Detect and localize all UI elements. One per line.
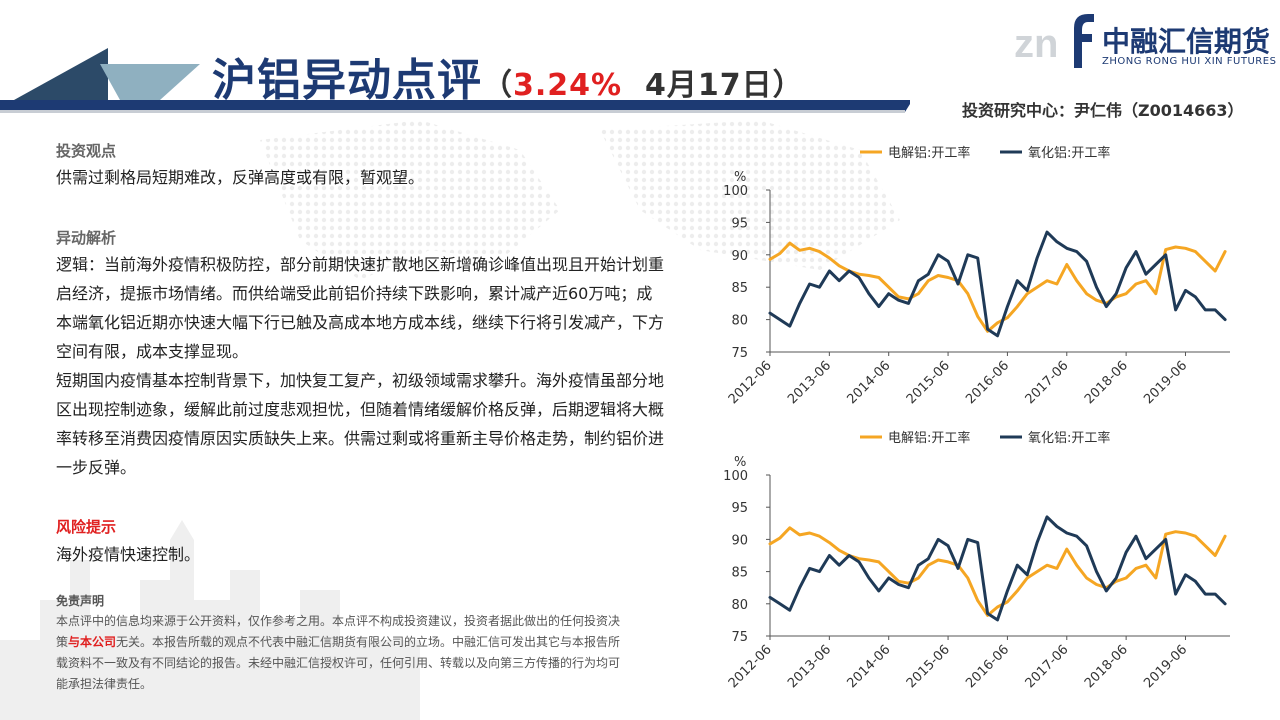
x-tick-label: 2014-06 [845,642,894,691]
title-change-pct: 3.24% [513,68,623,103]
y-axis-unit: % [734,455,746,470]
logo-name-cn: 中融汇信期货 [1102,25,1271,58]
view-heading: 投资观点 [56,142,117,160]
logo-zn-mark: zn [1014,22,1059,66]
x-tick-label: 2015-06 [904,642,953,691]
y-tick-label: 85 [731,566,748,581]
x-tick-label: 2019-06 [1141,642,1190,691]
legend-label-0: 电解铝:开工率 [888,430,970,446]
world-map-dots [260,120,900,280]
x-tick-label: 2016-06 [963,358,1012,407]
y-tick-label: 100 [723,469,748,484]
x-tick-label: 2012-06 [726,642,775,691]
analyst-credit: 投资研究中心：尹仁伟（Z0014663） [962,101,1244,120]
y-tick-label: 75 [731,346,748,361]
risk-heading: 风险提示 [56,518,117,536]
disclaimer-heading: 免责声明 [56,594,105,608]
page-title: 沪铝异动点评（3.24% 4月17日） [212,44,804,108]
y-tick-label: 85 [731,281,748,296]
series-line-1 [768,515,1227,622]
x-tick-label: 2015-06 [904,358,953,407]
x-tick-label: 2012-06 [726,358,775,407]
y-tick-label: 80 [731,598,748,613]
analysis-paragraph-1: 逻辑：当前海外疫情积极防控，部分前期快速扩散地区新增确诊峰值出现且开始计划重启经… [56,255,665,361]
logo-f-icon [1074,14,1094,68]
x-tick-label: 2017-06 [1023,642,1072,691]
analysis-heading: 异动解析 [56,229,117,247]
x-tick-label: 2014-06 [845,358,894,407]
x-tick-label: 2019-06 [1141,358,1190,407]
y-tick-label: 90 [731,249,748,264]
y-tick-label: 90 [731,533,748,548]
title-main: 沪铝异动点评 [212,55,482,106]
chart-operating-rate-bottom: 电解铝:开工率 氧化铝:开工率% 75 80 85 90 95 100 2012-06 2013-… [723,430,1230,691]
legend-label-1: 氧化铝:开工率 [1028,430,1110,446]
title-date: 4月17日 [644,68,773,103]
x-tick-label: 2013-06 [785,358,834,407]
skyline-silhouette [0,520,420,720]
x-tick-label: 2018-06 [1082,358,1131,407]
logo-name-en: ZHONG RONG HUI XIN FUTURES [1102,56,1277,67]
y-tick-label: 75 [731,630,748,645]
series-line-1 [768,230,1227,338]
title-paren-close: ） [772,68,804,103]
chart-operating-rate-top: 电解铝:开工率 氧化铝:开工率% 75 80 85 90 95 100 2012-06 2013-… [723,145,1230,407]
analysis-paragraph-2: 短期国内疫情基本控制背景下，加快复工复产，初级领域需求攀升。海外疫情虽部分地区出… [56,371,665,477]
x-tick-label: 2018-06 [1082,642,1131,691]
view-text: 供需过剩格局短期难改，反弹高度或有限，暂观望。 [56,168,425,187]
series-line-0 [768,526,1227,617]
risk-text: 海外疫情快速控制。 [56,545,201,564]
disclaimer-text: 本点评中的信息均来源于公开资料，仅作参考之用。本点评不构成投资建议，投资者据此做… [56,614,621,691]
y-tick-label: 95 [731,216,748,231]
legend-label-1: 氧化铝:开工率 [1028,145,1110,161]
legend-label-0: 电解铝:开工率 [888,145,970,161]
y-tick-label: 95 [731,501,748,516]
y-axis-unit: % [734,170,746,185]
y-tick-label: 80 [731,314,748,329]
x-tick-label: 2013-06 [785,642,834,691]
x-tick-label: 2017-06 [1023,358,1072,407]
disclaimer-red-text: 与本公司 [68,635,117,649]
x-tick-label: 2016-06 [963,642,1012,691]
y-tick-label: 100 [723,184,748,199]
header-banner [0,48,910,113]
title-paren-open: （ [482,68,513,103]
series-line-0 [768,241,1227,333]
